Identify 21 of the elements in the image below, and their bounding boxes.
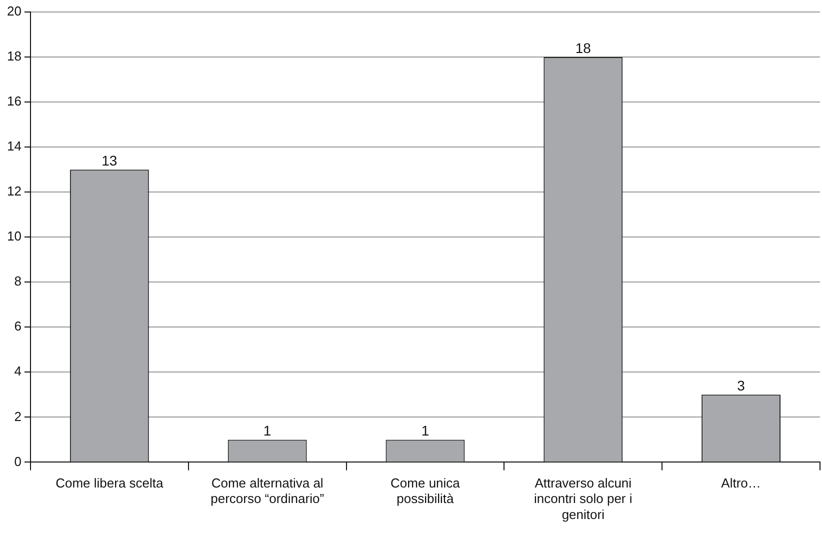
- y-tick-label: 2: [14, 408, 22, 424]
- y-tick-label: 18: [6, 48, 22, 64]
- y-tick-label: 8: [14, 274, 22, 289]
- y-tick-label: 6: [14, 318, 22, 334]
- x-tick-label: Come libera scelta: [56, 476, 164, 491]
- data-label: 1: [263, 422, 272, 439]
- x-tick-label: Attraverso alcuni incontri solo per i genitori: [534, 476, 632, 522]
- y-tick-label: 14: [6, 138, 22, 154]
- data-label: 13: [102, 152, 118, 168]
- y-tick-label: 12: [6, 184, 22, 199]
- y-tick-label: 20: [6, 4, 22, 19]
- x-tick-label: Come alternativa al percorso “ordinario”: [210, 476, 324, 506]
- y-tick-label: 16: [6, 94, 22, 109]
- y-tick-label: 4: [14, 364, 22, 379]
- data-label: 1: [421, 422, 430, 439]
- y-tick-label: 0: [14, 454, 22, 469]
- data-label: 18: [575, 40, 592, 56]
- data-label: 3: [737, 378, 746, 394]
- x-tick-label: Altro…: [721, 476, 761, 491]
- y-tick-label: 10: [6, 228, 22, 244]
- x-tick-label: Come unica possibilità: [390, 476, 461, 506]
